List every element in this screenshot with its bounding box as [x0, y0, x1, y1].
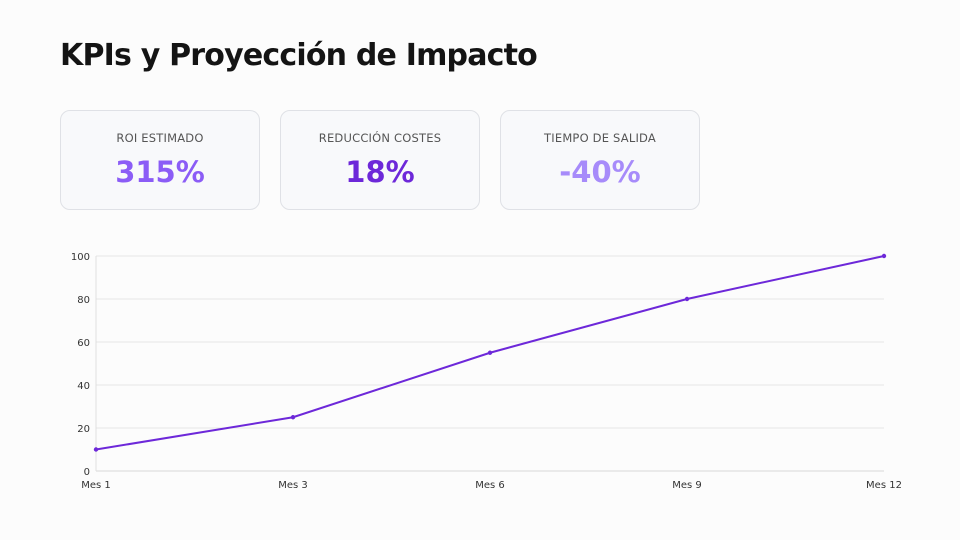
data-point	[93, 447, 99, 452]
x-tick-label: Mes 12	[866, 480, 902, 491]
y-tick-label: 0	[84, 467, 90, 478]
kpi-card-tiempo: TIEMPO DE SALIDA -40%	[500, 110, 700, 210]
kpi-label: REDUCCIÓN COSTES	[318, 131, 442, 145]
data-point	[684, 296, 690, 302]
y-tick-label: 40	[77, 381, 90, 392]
kpi-card-roi: ROI ESTIMADO 315%	[60, 110, 260, 210]
x-tick-label: Mes 1	[81, 480, 111, 491]
y-tick-label: 100	[71, 252, 90, 263]
y-tick-label: 20	[77, 424, 90, 435]
data-point	[487, 350, 493, 355]
data-point	[881, 253, 887, 259]
x-tick-label: Mes 3	[278, 480, 308, 491]
x-tick-label: Mes 6	[475, 480, 505, 491]
kpi-value: -40%	[559, 155, 641, 189]
page-title: KPIs y Proyección de Impacto	[60, 38, 538, 73]
y-tick-label: 80	[77, 295, 90, 306]
y-tick-label: 60	[77, 338, 90, 349]
kpi-card-costes: REDUCCIÓN COSTES 18%	[280, 110, 480, 210]
data-point	[290, 415, 296, 420]
kpi-label: ROI ESTIMADO	[116, 131, 204, 145]
kpi-value: 18%	[345, 155, 415, 189]
x-tick-label: Mes 9	[672, 480, 702, 491]
kpi-value: 315%	[115, 155, 205, 189]
kpi-label: TIEMPO DE SALIDA	[544, 131, 656, 145]
